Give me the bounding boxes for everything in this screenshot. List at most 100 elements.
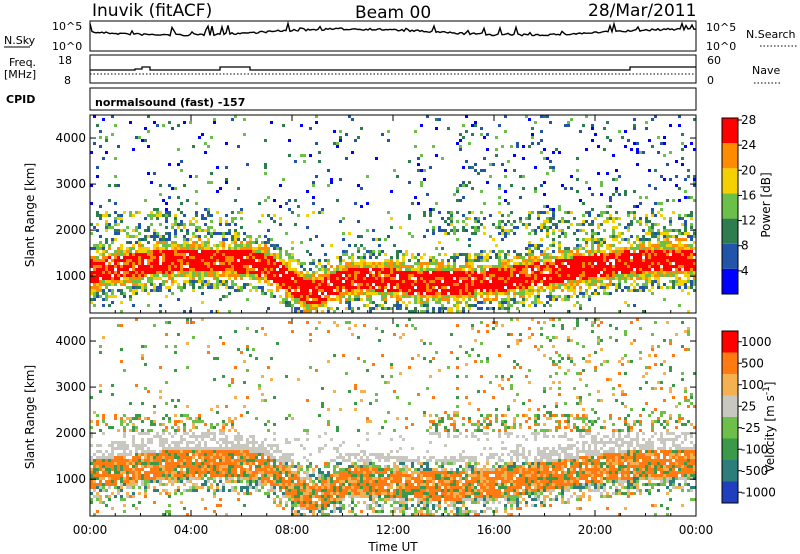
heatmap-cell [672,229,675,232]
heatmap-cell [615,286,618,289]
heatmap-cell [312,292,315,295]
heatmap-cell [276,253,279,256]
heatmap-cell [108,477,111,480]
heatmap-cell [660,244,663,247]
heatmap-cell [369,286,372,289]
heatmap-cell [564,232,567,235]
heatmap-cell [303,262,306,265]
heatmap-cell [153,450,156,453]
heatmap-cell [510,274,513,277]
heatmap-cell [174,268,177,271]
heatmap-cell [177,259,180,262]
heatmap-cell [258,250,261,253]
heatmap-cell [294,286,297,289]
heatmap-cell [120,468,123,471]
heatmap-cell [207,456,210,459]
heatmap-cell [252,262,255,265]
heatmap-cell [495,154,498,157]
heatmap-cell [315,115,318,118]
heatmap-cell [204,265,207,268]
heatmap-cell [663,235,666,238]
heatmap-cell [225,295,228,298]
heatmap-cell [114,474,117,477]
heatmap-cell [465,262,468,265]
heatmap-cell [90,480,93,483]
heatmap-cell [465,301,468,304]
heatmap-cell [294,292,297,295]
heatmap-cell [186,450,189,453]
heatmap-cell [474,229,477,232]
heatmap-cell [177,283,180,286]
heatmap-cell [357,235,360,238]
heatmap-cell [642,259,645,262]
heatmap-cell [105,450,108,453]
heatmap-cell [537,265,540,268]
heatmap-cell [378,262,381,265]
heatmap-cell [477,292,480,295]
heatmap-cell [372,268,375,271]
heatmap-cell [255,250,258,253]
heatmap-cell [159,444,162,447]
heatmap-cell [627,214,630,217]
heatmap-cell [210,235,213,238]
heatmap-cell [198,244,201,247]
heatmap-cell [171,471,174,474]
heatmap-cell [552,211,555,214]
heatmap-cell [654,268,657,271]
heatmap-cell [528,277,531,280]
heatmap-cell [186,465,189,468]
heatmap-cell [147,456,150,459]
heatmap-cell [120,229,123,232]
heatmap-cell [153,480,156,483]
heatmap-cell [102,486,105,489]
heatmap-cell [459,295,462,298]
heatmap-cell [225,238,228,241]
heatmap-cell [165,477,168,480]
heatmap-cell [300,295,303,298]
heatmap-cell [651,208,654,211]
heatmap-cell [492,238,495,241]
heatmap-cell [102,244,105,247]
heatmap-cell [207,211,210,214]
heatmap-cell [216,474,219,477]
heatmap-cell [573,274,576,277]
heatmap-cell [201,244,204,247]
heatmap-cell [411,202,414,205]
heatmap-cell [558,262,561,265]
heatmap-cell [603,262,606,265]
heatmap-cell [315,286,318,289]
heatmap-cell [513,262,516,265]
heatmap-cell [168,450,171,453]
heatmap-cell [123,256,126,259]
heatmap-cell [387,130,390,133]
heatmap-cell [210,250,213,253]
heatmap-cell [213,277,216,280]
heatmap-cell [678,199,681,202]
heatmap-cell [348,244,351,247]
heatmap-cell [564,124,567,127]
heatmap-cell [96,483,99,486]
heatmap-cell [243,253,246,256]
heatmap-cell [225,438,228,441]
heatmap-cell [219,444,222,447]
heatmap-cell [456,220,459,223]
heatmap-cell [666,247,669,250]
heatmap-cell [225,262,228,265]
heatmap-cell [243,262,246,265]
heatmap-cell [489,292,492,295]
heatmap-cell [411,265,414,268]
heatmap-cell [627,277,630,280]
heatmap-cell [291,292,294,295]
heatmap-cell [459,301,462,304]
heatmap-cell [486,181,489,184]
heatmap-cell [609,277,612,280]
heatmap-cell [225,459,228,462]
heatmap-cell [231,381,234,384]
heatmap-cell [309,253,312,256]
heatmap-cell [156,241,159,244]
heatmap-cell [348,292,351,295]
heatmap-cell [108,474,111,477]
heatmap-cell [147,214,150,217]
heatmap-cell [138,453,141,456]
